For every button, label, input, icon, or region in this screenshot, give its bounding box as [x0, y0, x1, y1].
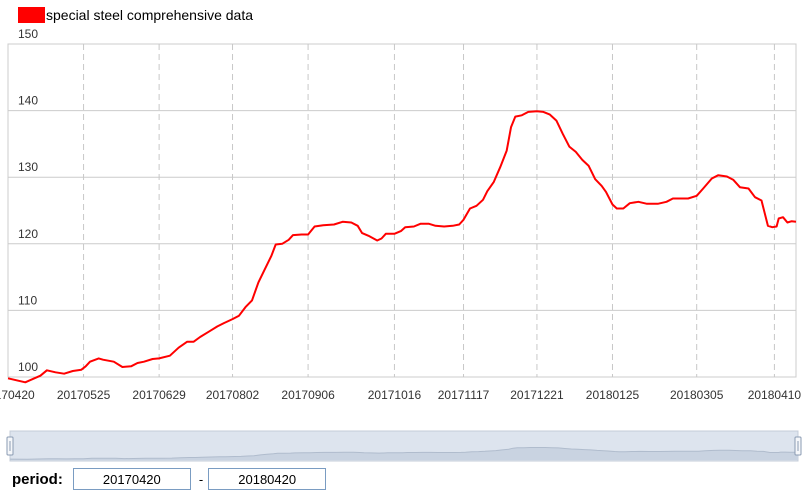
x-tick-label: 20171117 [438, 388, 490, 402]
x-axis-ticks: 20170420 20170525 20170629 20170802 20170906… [0, 388, 801, 402]
x-tick-label: 20180410 [748, 388, 802, 402]
x-tick-label: 20171016 [368, 388, 422, 402]
start-date-input[interactable] [72, 468, 191, 490]
x-tick-label: 20170525 [57, 388, 111, 402]
end-date-input[interactable] [208, 468, 327, 490]
x-tick-label: 20180305 [670, 388, 724, 402]
chart-grid [7, 43, 797, 378]
plot-frame [7, 43, 797, 378]
series-layer [7, 110, 797, 384]
period-controls: period: - [12, 468, 327, 490]
x-tick-label: 20171221 [510, 388, 564, 402]
x-tick-label: 20170420 [0, 388, 35, 402]
series-line [7, 110, 797, 384]
x-tick-label: 20180125 [586, 388, 640, 402]
y-tick-label: 150 [18, 27, 38, 41]
x-tick-label: 20170802 [206, 388, 260, 402]
y-tick-label: 140 [18, 94, 38, 108]
x-tick-label: 20170906 [281, 388, 335, 402]
y-tick-label: 130 [18, 160, 38, 174]
legend-swatch[interactable] [18, 7, 45, 23]
zoom-preview-line [9, 447, 798, 460]
period-separator: - [198, 471, 204, 487]
y-tick-label: 110 [18, 293, 37, 307]
x-tick-label: 20170629 [132, 388, 186, 402]
period-label: period: [12, 470, 63, 488]
y-tick-label: 100 [18, 360, 38, 374]
legend: special steel comprehensive data [18, 6, 253, 24]
y-axis-ticks: 100 110 120 130 140 150 [18, 27, 38, 374]
zoom-slider[interactable] [6, 430, 802, 462]
legend-label[interactable]: special steel comprehensive data [46, 7, 254, 23]
y-tick-label: 120 [18, 227, 38, 241]
